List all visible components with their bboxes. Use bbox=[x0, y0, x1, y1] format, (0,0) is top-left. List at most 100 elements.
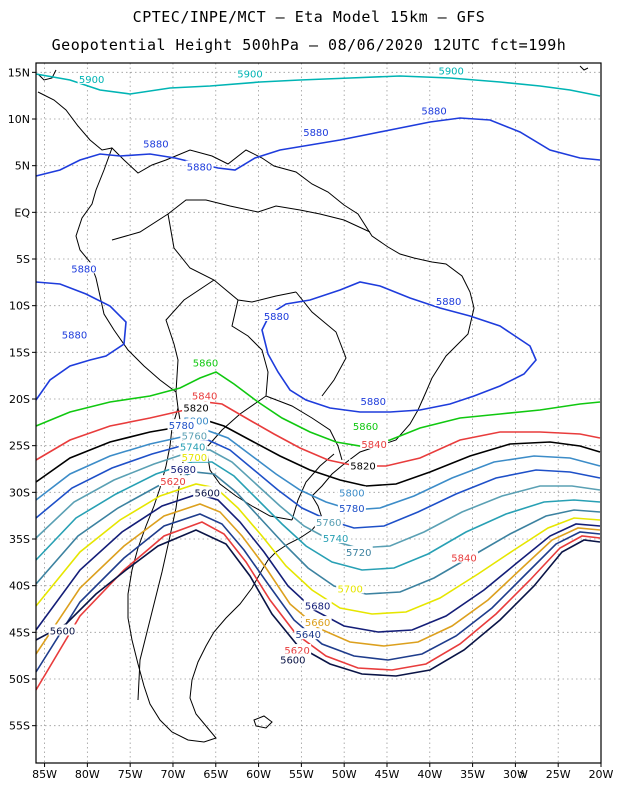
contour-label: 5880 bbox=[361, 397, 386, 408]
contour-label-bg bbox=[301, 126, 330, 138]
contour-label: 5600 bbox=[280, 655, 305, 666]
contour-label: 5780 bbox=[169, 421, 194, 432]
contour-label: 5840 bbox=[451, 554, 476, 565]
contour-label: 5700 bbox=[182, 453, 207, 464]
contour-label: 5780 bbox=[339, 504, 364, 515]
lat-tick-label: 5N bbox=[15, 160, 30, 173]
lon-tick-label: 70W bbox=[161, 768, 186, 781]
lat-tick-label: 40S bbox=[9, 580, 30, 593]
lon-tick-label: 55W bbox=[289, 768, 314, 781]
contour-5600 bbox=[35, 529, 601, 677]
contour-label-bg bbox=[180, 429, 209, 441]
contour-5800 bbox=[35, 429, 601, 511]
contour-label: 5880 bbox=[71, 264, 96, 275]
contour-5900 bbox=[35, 73, 601, 97]
map-subtitle: Geopotential Height 500hPa – 08/06/2020 … bbox=[51, 36, 567, 54]
lon-tick-label: 85W bbox=[32, 768, 57, 781]
contour-5620 bbox=[35, 521, 601, 691]
contour-label: 5740 bbox=[323, 534, 348, 545]
contour-label-bg bbox=[60, 328, 89, 340]
lat-tick-label: 25S bbox=[9, 440, 30, 453]
contour-label-bg bbox=[158, 475, 187, 487]
coastline-and-borders bbox=[37, 65, 589, 779]
contour-label: 5800 bbox=[339, 488, 364, 499]
lat-tick-label: 5S bbox=[16, 253, 30, 266]
contour-5840 bbox=[35, 401, 601, 467]
contour-label-bg bbox=[262, 309, 291, 321]
lon-tick-label: 65W bbox=[203, 768, 228, 781]
contour-label: 5720 bbox=[346, 548, 371, 559]
contour-label: 5600 bbox=[194, 488, 219, 499]
contour-5740 bbox=[35, 461, 601, 571]
contour-5720 bbox=[35, 471, 601, 595]
contour-label-bg bbox=[77, 72, 106, 84]
contour-label: 5860 bbox=[193, 359, 218, 370]
contour-label-bg bbox=[321, 532, 350, 544]
contour-label-bg bbox=[351, 420, 380, 432]
contour-label: 5800 bbox=[183, 416, 208, 427]
contour-label: 5900 bbox=[438, 66, 463, 77]
contour-label-bg bbox=[303, 599, 332, 611]
contour-label-bg bbox=[336, 582, 365, 594]
lon-tick-label: 40W bbox=[417, 768, 442, 781]
contour-label-bg bbox=[434, 295, 463, 306]
contour-label-bg bbox=[450, 551, 479, 563]
south-america-coastline bbox=[75, 147, 475, 743]
contour-label-bg bbox=[190, 389, 219, 401]
contour-5760 bbox=[35, 449, 601, 549]
lon-tick-label: 25W bbox=[546, 768, 571, 781]
contour-label: 5880 bbox=[264, 312, 289, 323]
contour-label: 5900 bbox=[237, 69, 262, 80]
contour-label: 5880 bbox=[436, 297, 461, 308]
central-america-coastline bbox=[37, 91, 113, 151]
contour-5640 bbox=[35, 513, 601, 673]
contour-label-bg bbox=[360, 437, 389, 449]
lon-tick-label: 45W bbox=[375, 768, 400, 781]
lon-tick-label: 30W bbox=[503, 768, 528, 781]
contour-label: 5620 bbox=[284, 646, 309, 657]
lat-tick-label: 50S bbox=[9, 673, 30, 686]
contour-label-bg bbox=[344, 546, 373, 558]
axis-ticks: 85W 80W 75W 70W 65W 60W 55W 50W 45W 40W 35W 30W 25W 2… bbox=[8, 66, 614, 781]
contour-label-bg bbox=[236, 67, 265, 79]
contour-5780 bbox=[35, 439, 601, 529]
contour-label: 5820 bbox=[183, 403, 208, 414]
contour-label-bg bbox=[314, 516, 343, 528]
contour-label: 5680 bbox=[305, 601, 330, 612]
contour-label: 5880 bbox=[303, 128, 328, 139]
lat-tick-label: 15S bbox=[9, 346, 30, 359]
lat-tick-label: 20S bbox=[9, 393, 30, 406]
contour-5880-east bbox=[261, 281, 537, 413]
lon-tick-label: 80W bbox=[75, 768, 100, 781]
contour-5880-loop bbox=[35, 281, 127, 401]
contour-label: 5640 bbox=[296, 630, 321, 641]
contour-label-bg bbox=[48, 624, 77, 636]
contour-label-bg bbox=[437, 64, 466, 76]
contour-label-bg bbox=[169, 463, 198, 474]
lon-tick-label: 20W bbox=[589, 768, 614, 781]
country-borders bbox=[111, 199, 371, 701]
contour-label-bg bbox=[337, 502, 366, 514]
map-frame bbox=[35, 62, 602, 764]
contour-label-bg bbox=[185, 160, 214, 172]
lat-tick-label: 10S bbox=[9, 300, 30, 313]
contour-label: 5820 bbox=[350, 461, 375, 472]
contour-label-bg bbox=[182, 414, 211, 426]
contour-5860 bbox=[35, 371, 601, 447]
contour-5700 bbox=[35, 483, 601, 615]
contour-label-bg bbox=[303, 616, 332, 628]
contour-label-bg bbox=[178, 440, 207, 452]
contour-label-bg bbox=[167, 419, 196, 431]
contour-label-bg bbox=[141, 137, 170, 149]
contour-label: 5900 bbox=[79, 75, 104, 86]
lat-tick-label: 55S bbox=[9, 720, 30, 733]
contour-label: 5600 bbox=[50, 626, 75, 637]
contour-label-bg bbox=[191, 356, 220, 368]
lat-tick-label: 30S bbox=[9, 486, 30, 499]
contour-label: 5660 bbox=[305, 618, 330, 629]
contour-label-bg bbox=[294, 628, 323, 640]
contour-label-bg bbox=[180, 450, 209, 462]
contour-label: 5620 bbox=[160, 477, 185, 488]
contour-labels: 5900 5900 5900 5880 5880 5880 5880 5880 5880 5880… bbox=[48, 64, 479, 666]
